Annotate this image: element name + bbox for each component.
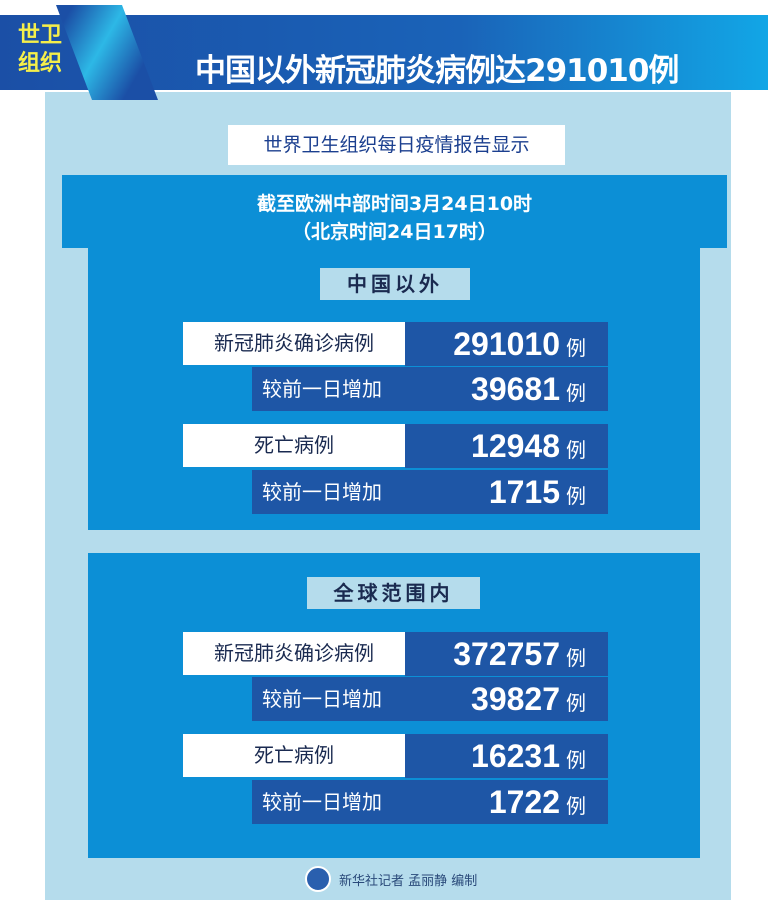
deaths_new-value: 1722 例: [408, 780, 608, 824]
deaths_new-value: 1715 例: [408, 470, 608, 514]
deaths_new-row: 较前一日增加 1722 例: [252, 780, 608, 824]
deaths_new-row: 较前一日增加 1715 例: [252, 470, 608, 514]
deaths_new-number: 1715: [488, 474, 560, 510]
deaths_new-label: 较前一日增加: [262, 790, 382, 814]
unit: 例: [566, 646, 586, 670]
subtitle: 世界卫生组织每日疫情报告显示: [228, 125, 565, 165]
unit: 例: [566, 381, 586, 405]
deaths-label: 死亡病例: [183, 424, 405, 467]
confirmed-value: 291010 例: [405, 322, 608, 366]
confirmed_new-label: 较前一日增加: [262, 377, 382, 401]
confirmed_new-row: 较前一日增加 39827 例: [252, 677, 608, 721]
unit: 例: [566, 794, 586, 818]
confirmed-number: 372757: [453, 636, 560, 672]
unit: 例: [566, 484, 586, 508]
section-label: 中国以外: [320, 268, 470, 300]
section-label: 全球范围内: [307, 577, 480, 609]
time-line-beijing: （北京时间24日17时）: [292, 221, 497, 243]
time-line: 截至欧洲中部时间3月24日10时: [256, 193, 533, 215]
who-badge: 世卫 组织: [12, 22, 68, 78]
confirmed_new-number: 39827: [471, 681, 560, 717]
unit: 例: [566, 691, 586, 715]
badge-line: 组织: [17, 51, 62, 76]
time-band: 截至欧洲中部时间3月24日10时 （北京时间24日17时）: [62, 175, 727, 248]
confirmed-number: 291010: [453, 326, 560, 362]
xinhua-logo-icon: [305, 866, 331, 892]
badge-line: 世卫: [17, 23, 62, 48]
credit: 新华社记者 孟丽静 编制: [305, 866, 477, 892]
deaths_new-label: 较前一日增加: [262, 480, 382, 504]
deaths-number: 16231: [471, 738, 560, 774]
deaths-value: 16231 例: [405, 734, 608, 778]
deaths-label: 死亡病例: [183, 734, 405, 777]
confirmed_new-value: 39827 例: [408, 677, 608, 721]
confirmed_new-value: 39681 例: [408, 367, 608, 411]
unit: 例: [566, 336, 586, 360]
confirmed_new-label: 较前一日增加: [262, 687, 382, 711]
page-title: 中国以外新冠肺炎病例达291010例: [195, 53, 679, 89]
unit: 例: [566, 748, 586, 772]
credit-text: 新华社记者 孟丽静 编制: [339, 873, 478, 889]
deaths-number: 12948: [471, 428, 560, 464]
confirmed_new-row: 较前一日增加 39681 例: [252, 367, 608, 411]
confirmed-label: 新冠肺炎确诊病例: [183, 322, 405, 365]
confirmed-value: 372757 例: [405, 632, 608, 676]
confirmed-label: 新冠肺炎确诊病例: [183, 632, 405, 675]
deaths_new-number: 1722: [488, 784, 560, 820]
confirmed_new-number: 39681: [471, 371, 560, 407]
deaths-value: 12948 例: [405, 424, 608, 468]
unit: 例: [566, 438, 586, 462]
